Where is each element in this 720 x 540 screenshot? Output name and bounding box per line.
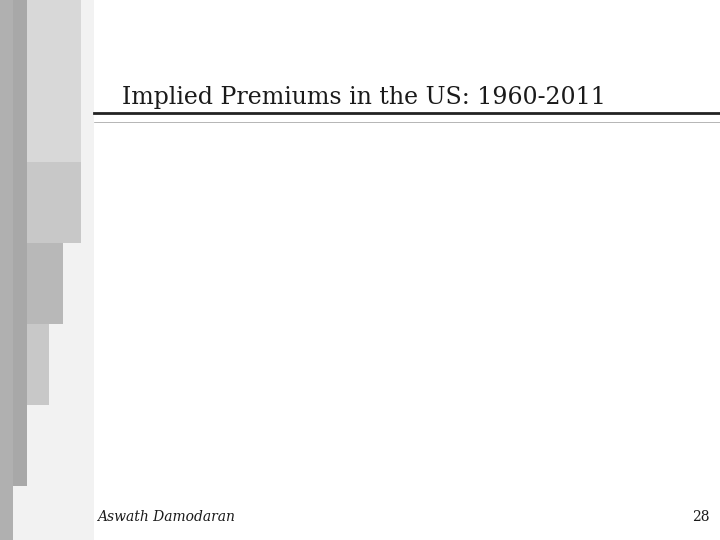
- Text: Aswath Damodaran: Aswath Damodaran: [97, 510, 235, 524]
- Y-axis label: Implied Premium: Implied Premium: [126, 276, 135, 342]
- Text: 28: 28: [692, 510, 709, 524]
- Title: Implied Premium for US Equity Market: Implied Premium for US Equity Market: [338, 137, 518, 146]
- Text: Implied Premiums in the US: 1960-2011: Implied Premiums in the US: 1960-2011: [122, 86, 606, 110]
- X-axis label: Year: Year: [419, 494, 438, 503]
